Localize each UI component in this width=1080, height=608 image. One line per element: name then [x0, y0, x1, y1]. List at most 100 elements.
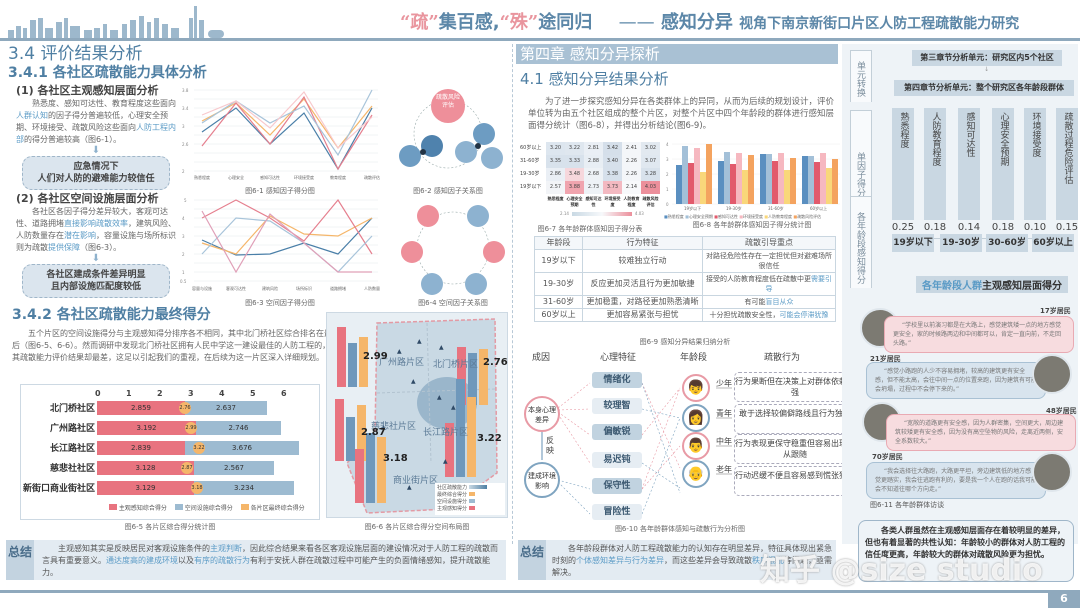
map-label-changjiang: 长江路片区	[423, 428, 469, 438]
svg-text:▲: ▲	[417, 338, 422, 345]
svg-text:60岁以上: 60岁以上	[810, 205, 827, 211]
city-skyline-icon	[8, 6, 224, 38]
svg-text:2: 2	[182, 169, 185, 174]
diagram-fig6-4: 图6-4 空间因子关系图	[398, 196, 508, 308]
weight-safety: 0.18	[991, 222, 1015, 233]
bar-subjective: 3.129	[97, 481, 194, 495]
age-avatar-old-icon: 👴	[682, 460, 710, 488]
section-3-4-2-text: 五个片区的空间设施得分与主观感知得分排序各不相同，其中北门桥社区综合排名在最后（…	[12, 329, 332, 362]
diagram-center-label: 疏散风险评估	[435, 94, 460, 109]
svg-text:4: 4	[666, 142, 669, 147]
watermark: 知乎 @size studio	[760, 553, 1043, 588]
svg-text:5: 5	[184, 198, 187, 203]
svg-text:19-30岁: 19-30岁	[726, 205, 742, 211]
section-3-4-2: 3.4.2 各社区疏散能力最终得分 五个片区的空间设施得分与主观感知得分排序各不…	[12, 306, 332, 364]
final-score-dot: 3.22	[193, 442, 205, 454]
svg-text:客观可达性: 客观可达性	[226, 285, 246, 291]
svg-text:4: 4	[182, 216, 185, 221]
column-divider	[512, 44, 513, 544]
heatmap-row: 60岁以上 3.20 3.22 2.81 3.42 2.41 3.02	[520, 142, 660, 155]
svg-text:熟悉程度: 熟悉程度	[194, 174, 210, 180]
svg-text:31-60岁: 31-60岁	[768, 205, 784, 211]
svg-text:▲: ▲	[381, 424, 386, 431]
bar-row-5: 新街口商业街社区 3.129 3.234 3.18	[21, 481, 321, 495]
svg-text:▲: ▲	[437, 394, 442, 401]
page-slogan: “疏”集百感,“殊”途同归 —— 感知分异 视角下南京新街口片区人防工程疏散能力…	[400, 8, 1019, 34]
quote-17: “学校里以前演习都是在大路上，感觉建筑矮一点的地方感觉更安全，家的时候路两边和中…	[884, 316, 1074, 353]
cause-inner: 本身心理差异	[524, 396, 560, 432]
map-label-shangyejie: 商业街片区	[393, 476, 439, 486]
svg-text:容量与设施: 容量与设施	[192, 285, 212, 291]
bar-subjective: 3.128	[97, 461, 194, 475]
age-old: 老年	[716, 465, 732, 474]
callout-1: 应急情况下 人们对人防的避难能力较信任	[22, 156, 170, 190]
trait-emotional: 情绪化	[592, 372, 642, 388]
section-4-1-intro: 为了进一步探究感知分异在各类群体上的异同，从而为后续的规划设计，评价单位转为由五…	[528, 97, 835, 131]
weight-accessibility: 0.14	[957, 222, 981, 233]
svg-text:0.5: 0.5	[180, 279, 187, 284]
slogan-quote-2: “殊”	[499, 12, 539, 33]
section-title-3-4-2: 3.4.2 各社区疏散能力最终得分	[12, 307, 211, 323]
heatmap-row: 31-60岁 3.35 3.33 2.88 3.40 2.26 3.07	[520, 155, 660, 168]
svg-text:▲: ▲	[407, 484, 412, 491]
callout-2: 各社区建成条件差异明显 且内部设施匹配度较低	[22, 264, 170, 298]
quote-48: “宽敞的道路更有安全感，因为人群密集，空间更大，周边建筑较矮更有安全感，因为没有…	[886, 414, 1076, 451]
page-number: 6	[1048, 590, 1080, 608]
bar-row-3: 长江路社区 2.839 3.676 3.22	[21, 441, 321, 455]
summary-tag: 总结	[6, 540, 34, 580]
factor-environment: 环境接受度	[1024, 108, 1046, 220]
weight-familiarity: 0.25	[891, 222, 915, 233]
quote-70: “我会选择往大路跑，大路更平坦，旁边建筑低的地方感觉更踏实，我会往逃跑有利的，要…	[866, 462, 1046, 499]
header-divider	[0, 38, 1080, 41]
bar-spatial: 2.637	[185, 401, 267, 415]
cause-environment: 建成环境影响	[524, 462, 560, 498]
section-title-3-4: 3.4 评价结果分析	[8, 44, 143, 64]
svg-text:3: 3	[666, 157, 669, 162]
svg-text:3: 3	[182, 124, 185, 129]
svg-text:▲: ▲	[451, 404, 456, 411]
fig6-10-caption: 图6-10 各年龄群体感知与疏散行为分析图	[614, 525, 746, 533]
final-score-dot: 2.87	[181, 462, 193, 474]
svg-text:环境接受度: 环境接受度	[294, 174, 314, 180]
fig6-2-caption: 图6-2 感知因子关系图	[413, 187, 483, 195]
heatmap-fig6-7: 60岁以上 3.20 3.22 2.81 3.42 2.41 3.02 31-60岁 3.…	[520, 142, 660, 233]
trait-sensitive: 偏敏锐	[592, 424, 642, 440]
table-row: 60岁以上 更加容易紧张与担忧 十分担忧疏散安全性，可能会停滞犹豫	[534, 308, 836, 322]
svg-text:0: 0	[666, 202, 669, 207]
chart-fig6-8: 4 3 2 1 0 19岁以下 19-30岁 31-60岁 60岁以上 ■熟悉程度 ■心理安全…	[664, 140, 840, 232]
trait-conservative: 保守性	[592, 478, 642, 494]
fig6-1-caption: 图6-1 感知因子得分图	[245, 187, 315, 195]
svg-text:人防数量: 人防数量	[364, 285, 380, 291]
map-score-changjiang: 3.22	[477, 433, 502, 444]
part2-block: (2) 各社区空间设施层面分析 各社区各因子得分差异较大，客观可达性、道路拥堵直…	[16, 192, 176, 298]
fig6-7-caption: 图6-7 各年龄群体感知因子得分表	[537, 225, 643, 233]
slogan-quote-1: “疏”	[400, 12, 439, 33]
trait-rational: 较理智	[592, 398, 642, 414]
flow-connectors	[541, 382, 732, 515]
age-young: 青年	[716, 409, 732, 418]
bar-subjective: 2.859	[97, 401, 185, 415]
weight-education: 0.18	[923, 222, 947, 233]
part1-title: (1) 各社区主观感知层面分析	[16, 84, 159, 97]
heatmap-scale: 2.14 4.03	[560, 211, 644, 216]
unit-chapter4: 第四章节分析单元：整个研究区各年龄段群体	[894, 80, 1074, 96]
svg-text:2.6: 2.6	[182, 142, 189, 147]
fig6-9-caption: 图6-9 感知分异结果归纳分析	[639, 338, 731, 346]
age-group-over60: 60岁以上	[1032, 234, 1074, 252]
slogan-text-2: 途同归	[538, 12, 593, 33]
bar-chart-legend: ■熟悉程度 ■心理安全预期 ■感知可达性 ■环境接受度 ■人防教育程度 ■疏散风…	[664, 214, 822, 219]
fig6-4-caption: 图6-4 空间因子关系图	[418, 299, 488, 307]
svg-text:疏散评估: 疏散评估	[364, 174, 380, 180]
map-score-cibeishe: 2.87	[361, 427, 386, 438]
heatmap-row: 19-30岁 2.86 3.48 2.68 3.38 2.26 3.28	[520, 168, 660, 181]
svg-text:▲: ▲	[443, 458, 448, 465]
trait-adventurous: 冒险性	[592, 504, 642, 520]
page-header: “疏”集百感,“殊”途同归 —— 感知分异 视角下南京新街口片区人防工程疏散能力…	[0, 0, 1080, 42]
map-fig6-6: ▲▲▲▲▲▲▲▲▲▲ 广州路片区 北门桥片区 慈悲社片区 长江路片区 商业街片区…	[326, 312, 508, 518]
behavior-middle: 行为表现更保守稳重但容易出现盲从跟随	[734, 434, 856, 464]
slogan-text-1: 集百感,	[438, 12, 500, 33]
perception-factor-diagram	[399, 89, 503, 169]
unit-chapter3: 第三章节分析单元：研究区内5个社区	[912, 50, 1062, 66]
part1-block: (1) 各社区主观感知层面分析 熟悉度、感知可达性、教育程度这些面向人群认知的因…	[16, 84, 176, 190]
